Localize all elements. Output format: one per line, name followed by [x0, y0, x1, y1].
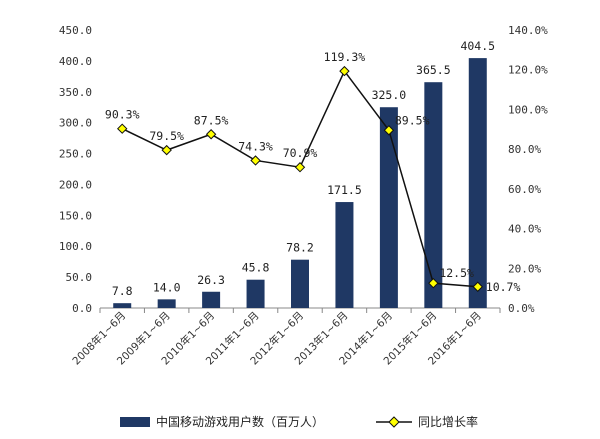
y-left-tick-label: 350.0	[59, 86, 92, 99]
bar-value-label: 325.0	[372, 88, 407, 102]
bar-series	[113, 58, 487, 309]
y-right-tick-label: 20.0%	[508, 262, 541, 275]
bar	[291, 259, 309, 308]
y-right-tick-label: 140.0%	[508, 24, 548, 37]
growth-marker	[161, 144, 172, 156]
growth-marker	[428, 277, 439, 289]
bar-value-label: 171.5	[327, 183, 362, 197]
legend-bar-label: 中国移动游戏用户数（百万人）	[156, 414, 324, 429]
bar-value-label: 14.0	[153, 280, 181, 294]
bar	[157, 299, 176, 308]
line-value-label: 10.7%	[486, 280, 521, 294]
line-value-label: 87.5%	[194, 113, 229, 127]
growth-marker	[383, 125, 395, 136]
legend-line-label: 同比增长率	[418, 414, 478, 429]
bar-value-label: 365.5	[416, 63, 451, 77]
y-right-tick-label: 120.0%	[508, 64, 548, 77]
y-right-tick-label: 100.0%	[508, 103, 548, 116]
y-right-tick-label: 0.0%	[508, 302, 535, 315]
bar	[424, 82, 443, 308]
bar-value-label: 78.2	[286, 241, 314, 255]
growth-marker	[117, 123, 128, 134]
line-value-label: 12.5%	[439, 266, 474, 280]
bar	[468, 58, 487, 309]
line-value-label: 79.5%	[149, 129, 184, 143]
bar-value-label: 45.8	[242, 261, 270, 275]
y-left-tick-label: 250.0	[59, 148, 92, 161]
y-left-tick-label: 450.0	[59, 24, 92, 37]
y-left-tick-label: 400.0	[59, 55, 92, 68]
growth-line-series	[117, 65, 483, 292]
bar	[246, 279, 265, 308]
y-right-tick-label: 40.0%	[508, 223, 541, 236]
line-value-label: 119.3%	[324, 50, 366, 64]
line-value-label: 90.3%	[105, 108, 140, 122]
legend-bar-swatch	[120, 417, 150, 427]
y-right-tick-label: 60.0%	[508, 183, 541, 196]
growth-marker	[205, 129, 217, 140]
y-left-tick-label: 150.0	[59, 209, 92, 222]
bar	[335, 202, 354, 308]
bar-value-label: 7.8	[112, 284, 133, 298]
y-left-tick-label: 100.0	[59, 240, 92, 253]
y-right-tick-label: 80.0%	[508, 143, 541, 156]
bar-value-label: 404.5	[460, 39, 495, 53]
growth-marker	[294, 162, 306, 173]
bar	[379, 107, 398, 308]
data-labels: 7.8 14.0 26.3 45.8 78.2 171.5 325.0 365.5 404.5 9…	[105, 39, 521, 298]
legend-line-marker	[388, 416, 400, 428]
bar-value-label: 26.3	[197, 273, 225, 287]
line-value-label: 74.3%	[238, 139, 273, 153]
bar	[202, 291, 221, 308]
line-value-label: 89.5%	[395, 113, 430, 127]
legend: 中国移动游戏用户数（百万人） 同比增长率	[120, 414, 478, 429]
line-value-label: 70.9%	[283, 146, 318, 160]
growth-marker	[339, 65, 350, 77]
bar	[113, 303, 132, 308]
y-left-tick-label: 0.0	[72, 302, 92, 315]
growth-marker	[472, 281, 483, 292]
y-left-tick-label: 200.0	[59, 178, 92, 191]
growth-marker	[250, 155, 261, 166]
y-left-tick-label: 300.0	[59, 117, 92, 130]
y-left-tick-label: 50.0	[66, 271, 93, 284]
